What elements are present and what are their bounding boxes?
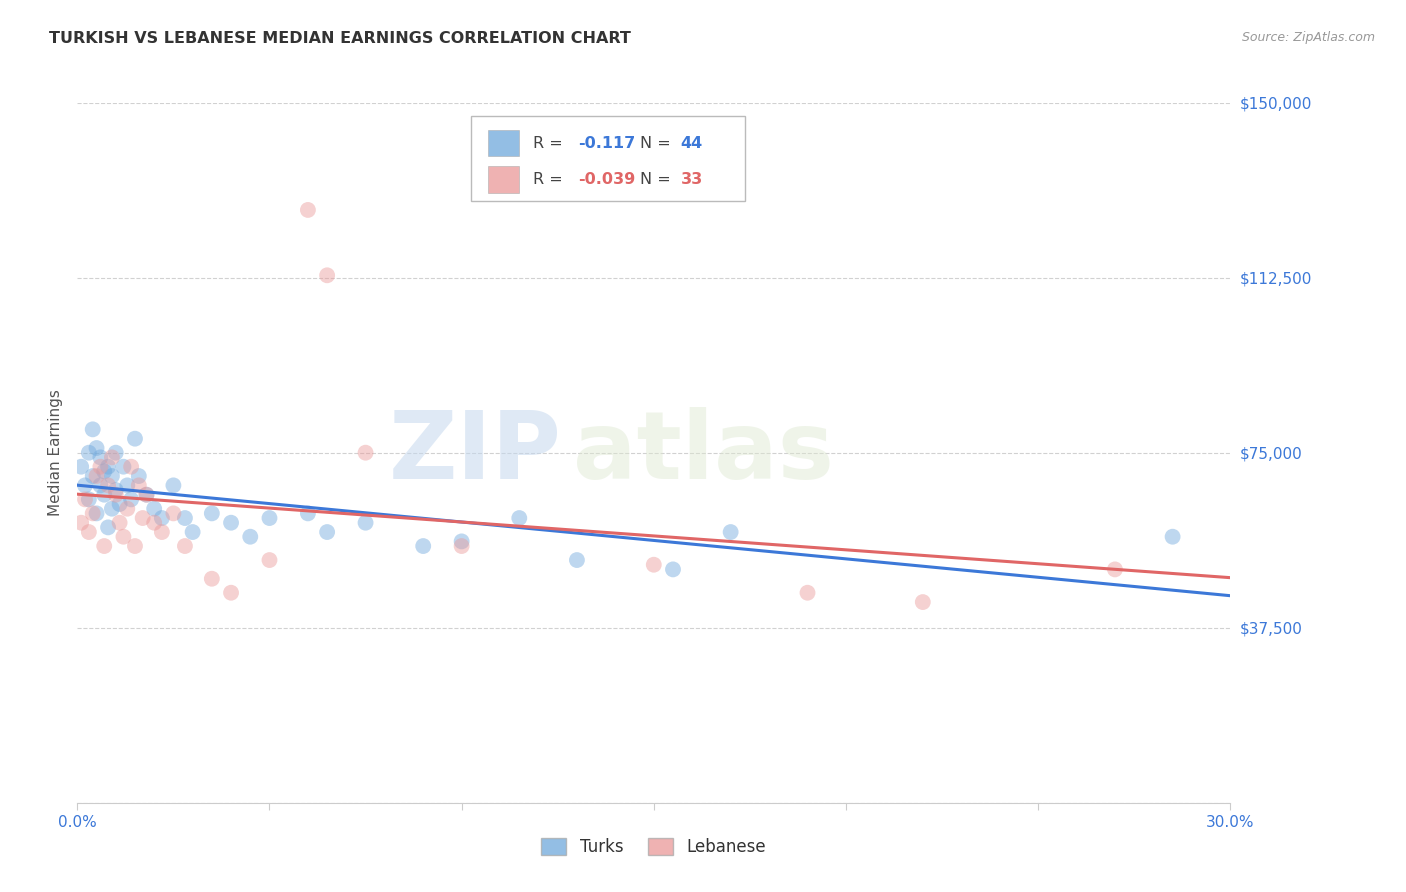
Point bbox=[89, 478, 111, 492]
Point bbox=[201, 572, 224, 586]
Text: atlas: atlas bbox=[574, 407, 834, 499]
Point bbox=[150, 524, 173, 539]
Point bbox=[201, 507, 224, 521]
Point bbox=[135, 488, 157, 502]
Point bbox=[86, 441, 108, 455]
Point bbox=[143, 516, 166, 530]
Point bbox=[796, 586, 818, 600]
Point bbox=[104, 488, 127, 502]
Point bbox=[643, 558, 665, 572]
Point bbox=[450, 534, 472, 549]
Point bbox=[93, 488, 115, 502]
Point bbox=[124, 432, 146, 446]
Point bbox=[82, 469, 104, 483]
Point bbox=[128, 469, 150, 483]
Text: ZIP: ZIP bbox=[388, 407, 561, 499]
Point bbox=[101, 450, 124, 465]
Text: R =: R = bbox=[533, 172, 568, 187]
Point bbox=[86, 469, 108, 483]
Point bbox=[174, 511, 197, 525]
Point bbox=[73, 478, 96, 492]
Point bbox=[77, 492, 100, 507]
Legend: Turks, Lebanese: Turks, Lebanese bbox=[533, 830, 775, 864]
Text: TURKISH VS LEBANESE MEDIAN EARNINGS CORRELATION CHART: TURKISH VS LEBANESE MEDIAN EARNINGS CORR… bbox=[49, 31, 631, 46]
Point bbox=[108, 516, 131, 530]
Point bbox=[259, 511, 281, 525]
Point bbox=[104, 483, 127, 497]
Point bbox=[316, 524, 339, 539]
Point bbox=[565, 553, 588, 567]
Point bbox=[297, 202, 319, 217]
Point bbox=[219, 516, 242, 530]
Point bbox=[73, 492, 96, 507]
Y-axis label: Median Earnings: Median Earnings bbox=[48, 389, 63, 516]
Point bbox=[117, 478, 139, 492]
Point bbox=[1161, 530, 1184, 544]
Point bbox=[239, 530, 262, 544]
Point bbox=[219, 586, 242, 600]
Point bbox=[162, 507, 184, 521]
Point bbox=[101, 469, 124, 483]
Point bbox=[354, 446, 377, 460]
Point bbox=[174, 539, 197, 553]
Point bbox=[120, 459, 142, 474]
Point bbox=[508, 511, 530, 525]
Text: -0.039: -0.039 bbox=[578, 172, 636, 187]
Point bbox=[297, 507, 319, 521]
Point bbox=[112, 459, 135, 474]
Point bbox=[93, 464, 115, 478]
Point bbox=[181, 524, 204, 539]
Point bbox=[412, 539, 434, 553]
Point bbox=[150, 511, 173, 525]
Point bbox=[1104, 562, 1126, 576]
Point bbox=[135, 488, 157, 502]
Text: 44: 44 bbox=[681, 136, 703, 151]
Point bbox=[720, 524, 742, 539]
Point bbox=[120, 492, 142, 507]
Text: Source: ZipAtlas.com: Source: ZipAtlas.com bbox=[1241, 31, 1375, 45]
Point bbox=[70, 459, 93, 474]
Point bbox=[77, 446, 100, 460]
Point bbox=[128, 478, 150, 492]
Point bbox=[86, 507, 108, 521]
Point bbox=[89, 459, 111, 474]
Point bbox=[117, 501, 139, 516]
Point bbox=[259, 553, 281, 567]
Point bbox=[97, 459, 120, 474]
Text: N =: N = bbox=[640, 136, 676, 151]
Point bbox=[82, 507, 104, 521]
Point bbox=[124, 539, 146, 553]
Text: 33: 33 bbox=[681, 172, 703, 187]
Point bbox=[93, 539, 115, 553]
Point bbox=[162, 478, 184, 492]
Point bbox=[77, 524, 100, 539]
Point bbox=[97, 520, 120, 534]
Point bbox=[97, 478, 120, 492]
Text: R =: R = bbox=[533, 136, 568, 151]
Text: -0.117: -0.117 bbox=[578, 136, 636, 151]
Point bbox=[104, 446, 127, 460]
Point bbox=[101, 501, 124, 516]
Point bbox=[70, 516, 93, 530]
Text: N =: N = bbox=[640, 172, 676, 187]
Point bbox=[82, 422, 104, 436]
Point bbox=[662, 562, 685, 576]
Point bbox=[450, 539, 472, 553]
Point bbox=[316, 268, 339, 283]
Point bbox=[112, 530, 135, 544]
Point bbox=[131, 511, 153, 525]
Point bbox=[89, 450, 111, 465]
Point bbox=[108, 497, 131, 511]
Point bbox=[143, 501, 166, 516]
Point bbox=[354, 516, 377, 530]
Point bbox=[911, 595, 934, 609]
